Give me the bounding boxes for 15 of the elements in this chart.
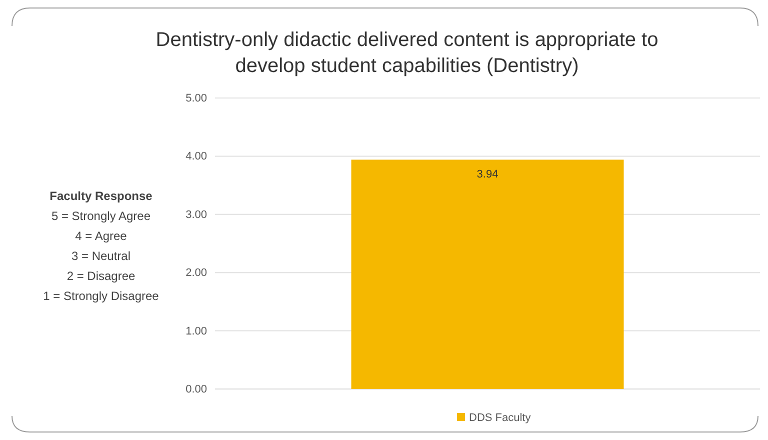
text: 2 = Disagree <box>66 269 136 283</box>
text: 5 = Strongly Agree <box>51 209 151 223</box>
y-tick-label: 5.00 <box>186 92 207 105</box>
y-tick-label: 2.00 <box>186 267 207 280</box>
y-tick-label: 1.00 <box>186 325 207 338</box>
text: 1 = Strongly Disagree <box>43 289 160 303</box>
legend-label: DDS Faculty <box>469 412 532 424</box>
text: 4 = Agree <box>75 229 128 243</box>
data-label: 3.94 <box>476 168 498 181</box>
y-tick-label: 3.00 <box>186 208 207 221</box>
text: 3 = Neutral <box>71 249 131 263</box>
y-tick-label: 0.00 <box>186 384 207 396</box>
chart-title: Dentistry-only didactic delivered content is appropriate to develop student capabilities (Dentistry) <box>156 29 658 77</box>
y-tick-label: 4.00 <box>186 150 207 163</box>
text: Faculty Response <box>50 189 153 203</box>
